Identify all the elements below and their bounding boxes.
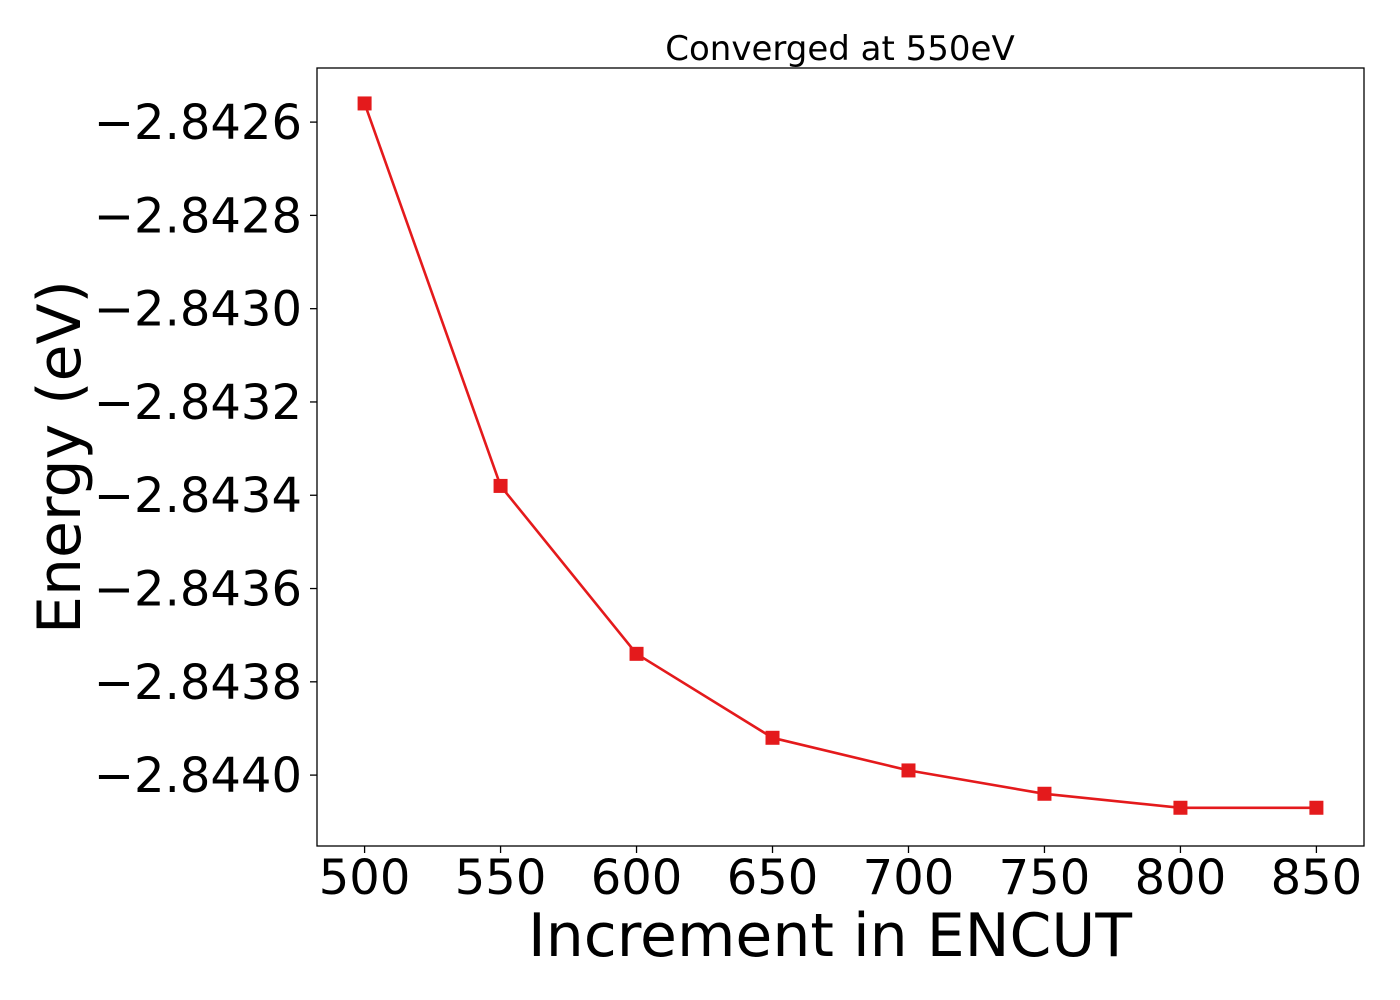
x-axis: 500 550 600 650 700 750 800 850 <box>319 846 1362 906</box>
y-axis-label: Energy (eV) <box>25 280 95 634</box>
y-tick-label: −2.8438 <box>94 655 302 711</box>
y-tick-label: −2.8426 <box>94 95 302 151</box>
data-point <box>629 646 644 661</box>
data-point <box>1309 800 1324 815</box>
data-point <box>1037 786 1052 801</box>
chart-title: Converged at 550eV <box>665 29 1014 69</box>
series-layer <box>357 96 1324 815</box>
x-axis-label: Increment in ENCUT <box>528 901 1132 971</box>
data-point <box>1173 800 1188 815</box>
x-tick-label: 600 <box>591 850 683 906</box>
y-tick-label: −2.8440 <box>94 748 302 804</box>
data-point <box>765 730 780 745</box>
y-tick-label: −2.8430 <box>94 282 302 338</box>
x-tick-label: 850 <box>1271 850 1363 906</box>
y-tick-label: −2.8428 <box>94 188 302 244</box>
x-tick-label: 800 <box>1135 850 1227 906</box>
series-line <box>363 102 1317 810</box>
y-tick-label: −2.8436 <box>94 562 302 618</box>
data-point <box>901 763 916 778</box>
x-tick-label: 650 <box>727 850 819 906</box>
x-tick-label: 550 <box>455 850 547 906</box>
y-tick-label: −2.8432 <box>94 375 302 431</box>
data-point <box>493 478 508 493</box>
plot-area-frame <box>316 67 1365 847</box>
data-point <box>357 96 372 111</box>
x-tick-label: 700 <box>863 850 955 906</box>
y-axis: −2.8426 −2.8428 −2.8430 −2.8432 −2.8434 −2.84… <box>94 95 317 804</box>
x-tick-label: 500 <box>319 850 411 906</box>
y-tick-label: −2.8434 <box>94 468 302 524</box>
x-tick-label: 750 <box>999 850 1091 906</box>
